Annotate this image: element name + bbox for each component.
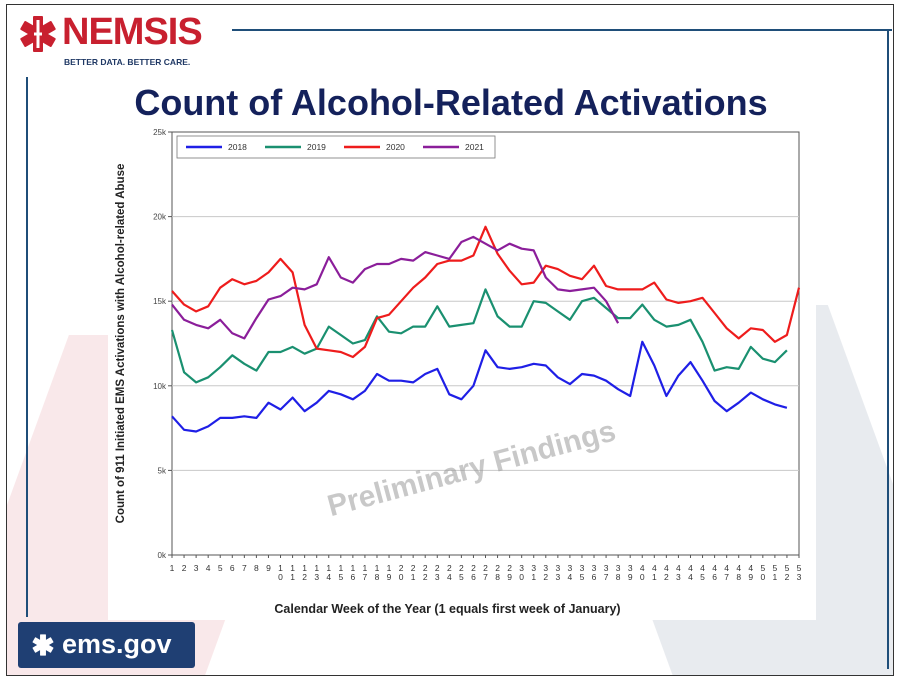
series-line-2018 xyxy=(171,340,788,433)
x-tick-label: 4 xyxy=(206,563,211,573)
x-tick-label: 3 xyxy=(194,563,199,573)
y-tick-label: 20k xyxy=(153,213,167,222)
legend-label-2019: 2019 xyxy=(307,142,326,152)
x-tick-label: 9 xyxy=(266,563,271,573)
legend-label-2021: 2021 xyxy=(465,142,484,152)
page-title: Count of Alcohol-Related Activations xyxy=(134,82,768,123)
x-tick-label: 8 xyxy=(254,563,259,573)
series-line-2019 xyxy=(170,288,788,384)
legend-label-2018: 2018 xyxy=(228,142,247,152)
left-rule xyxy=(26,77,28,617)
y-tick-label: 0k xyxy=(158,551,167,560)
y-axis-label: Count of 911 Initiated EMS Activations w… xyxy=(115,164,127,524)
y-tick-label: 15k xyxy=(153,297,167,306)
chart-container: 0k 5k 10k 15k 20k 25k 1 2 3 4 5 6 7 8 9 1 0 1 1 1 2 1 3 1 4 1 5 1 6 1… xyxy=(108,126,816,620)
star-of-life-icon xyxy=(20,16,56,52)
legend-box xyxy=(176,135,496,159)
series-line-2020 xyxy=(171,225,801,359)
legend-label-2020: 2020 xyxy=(386,142,405,152)
logo-text: NEMSIS xyxy=(62,11,203,53)
x-tick-label: 6 xyxy=(230,563,235,573)
star-of-life-icon xyxy=(32,634,54,656)
logo-tagline: BETTER DATA. BETTER CARE. xyxy=(64,57,191,67)
y-tick-label: 10k xyxy=(153,382,167,391)
x-tick-label: 2 xyxy=(182,563,187,573)
ems-gov-logo: ems.gov xyxy=(18,622,195,668)
y-tick-label: 5k xyxy=(158,466,167,475)
ems-logo-text: ems.gov xyxy=(62,629,172,659)
plot-frame xyxy=(171,131,800,556)
x-tick-label: 5 xyxy=(218,563,223,573)
series-line-2021 xyxy=(171,235,620,340)
top-rule xyxy=(232,29,892,31)
right-rule xyxy=(887,29,889,669)
x-tick-label: 7 xyxy=(242,563,247,573)
x-axis-label: Calendar Week of the Year (1 equals firs… xyxy=(274,602,620,616)
legend: 2018 2019 2020 2021 xyxy=(176,135,496,159)
x-tick-label: 1 xyxy=(170,563,175,573)
y-tick-label: 25k xyxy=(153,128,167,137)
